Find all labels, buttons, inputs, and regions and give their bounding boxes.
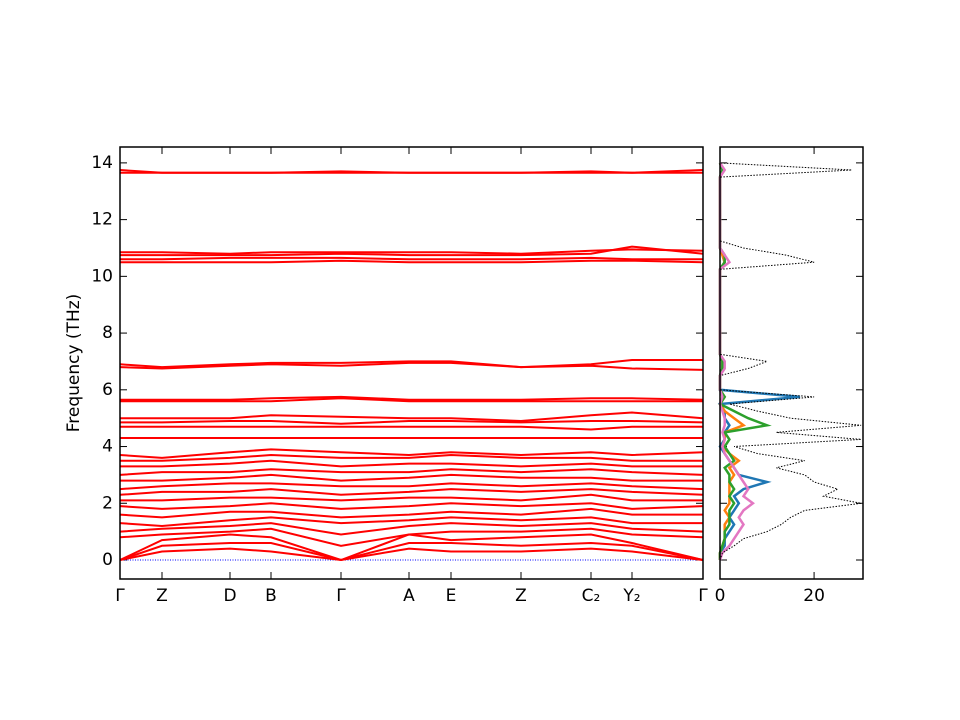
x-tick-label: Y₂ bbox=[622, 586, 640, 606]
x-tick-label: Γ bbox=[115, 586, 125, 606]
y-tick-label: 12 bbox=[91, 210, 113, 230]
band-line bbox=[119, 448, 704, 459]
y-tick-label: 6 bbox=[102, 380, 113, 400]
band-line bbox=[119, 522, 704, 536]
band-line bbox=[120, 459, 703, 468]
band-line bbox=[120, 259, 704, 264]
x-tick-label: Z bbox=[156, 586, 168, 606]
band-line bbox=[119, 361, 704, 371]
band-line bbox=[119, 169, 704, 174]
y-tick-label: 4 bbox=[102, 437, 113, 457]
band-line bbox=[120, 425, 703, 431]
dos-line bbox=[719, 162, 862, 561]
x-tick-label: Γ bbox=[698, 586, 708, 606]
x-tick-label: 0 bbox=[715, 586, 726, 606]
band-line bbox=[119, 359, 703, 369]
band-line bbox=[119, 502, 704, 510]
x-tick-label: Z bbox=[515, 586, 527, 606]
band-line bbox=[120, 420, 704, 425]
axes-frame bbox=[119, 146, 704, 580]
band-line bbox=[119, 527, 704, 547]
band-line bbox=[119, 468, 704, 476]
band-line bbox=[119, 516, 703, 528]
axes-frame bbox=[719, 146, 864, 580]
band-line bbox=[120, 411, 704, 423]
y-tick-label: 14 bbox=[91, 153, 113, 173]
x-tick-label: C₂ bbox=[582, 586, 601, 606]
band-line bbox=[120, 473, 703, 482]
band-line bbox=[120, 493, 703, 502]
band-line bbox=[120, 453, 703, 462]
y-tick-label: 2 bbox=[102, 493, 113, 513]
band-line bbox=[120, 248, 704, 255]
band-line bbox=[119, 488, 704, 496]
band-line bbox=[120, 397, 703, 403]
y-tick-label: 0 bbox=[102, 550, 113, 570]
band-line bbox=[119, 541, 704, 562]
band-line bbox=[120, 395, 704, 401]
x-tick-label: Γ bbox=[336, 586, 346, 606]
y-tick-label: 10 bbox=[91, 266, 113, 286]
y-axis-label: Frequency (THz) bbox=[64, 294, 84, 433]
band-line bbox=[119, 547, 704, 562]
x-tick-label: E bbox=[446, 586, 457, 606]
y-tick-label: 8 bbox=[102, 323, 113, 343]
x-tick-label: 20 bbox=[803, 586, 825, 606]
x-tick-label: D bbox=[223, 586, 236, 606]
band-line bbox=[120, 256, 703, 261]
band-line bbox=[119, 482, 704, 491]
x-tick-label: B bbox=[265, 586, 277, 606]
x-tick-label: A bbox=[403, 586, 415, 606]
band-line bbox=[119, 507, 703, 519]
